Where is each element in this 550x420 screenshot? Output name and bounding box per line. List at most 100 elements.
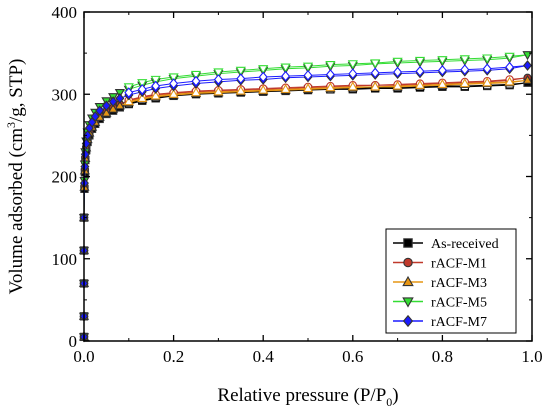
y-tick-label: 300 — [52, 85, 78, 104]
legend-label: rACF-M1 — [431, 257, 487, 272]
desorption-point — [213, 68, 224, 78]
desorption-point — [258, 71, 268, 83]
desorption-point — [392, 80, 403, 90]
desorption-point — [370, 59, 381, 69]
adsorption-point — [114, 100, 125, 110]
legend-entry: rACF-M7 — [393, 314, 487, 330]
data-marks-layer — [78, 51, 533, 343]
desorption-point — [124, 87, 134, 98]
desorption-point — [302, 83, 314, 93]
legend-marker — [402, 314, 414, 328]
legend-entry: rACF-M3 — [393, 275, 487, 291]
series-rACF-M7 — [79, 60, 533, 343]
y-axis-label-superscript: 3 — [4, 122, 18, 128]
x-tick-label: 0.0 — [73, 347, 94, 366]
desorption-point — [460, 64, 470, 75]
adsorption-point — [101, 100, 111, 112]
x-tick-label: 0.8 — [432, 347, 453, 366]
desorption-point — [235, 66, 246, 76]
adsorption-point — [522, 74, 533, 84]
x-tick-label: 0.2 — [163, 347, 184, 366]
desorption-point — [325, 69, 335, 80]
desorption-point — [505, 61, 515, 73]
desorption-point — [258, 84, 269, 94]
x-tick-label: 0.4 — [253, 347, 275, 366]
desorption-point — [258, 65, 269, 75]
desorption-point — [414, 79, 426, 89]
desorption-point — [393, 66, 403, 78]
desorption-point — [123, 96, 134, 106]
adsorption-point — [523, 60, 533, 71]
desorption-point — [137, 79, 148, 89]
legend-marker — [402, 275, 414, 287]
legend-entry: rACF-M5 — [393, 296, 487, 311]
adsorption-point — [108, 96, 118, 108]
x-axis-label: Relative pressure (P/P0) — [217, 385, 398, 409]
adsorption-point — [108, 103, 119, 113]
y-axis-label: Volume adsorbed (cm3/g, STP) — [4, 59, 27, 295]
y-tick-label: 200 — [52, 168, 78, 187]
legend-label: As-received — [431, 237, 499, 252]
legend-entry: rACF-M1 — [393, 257, 487, 272]
desorption-point — [281, 70, 291, 82]
legend-label: rACF-M5 — [431, 296, 487, 311]
desorption-point — [370, 67, 380, 79]
y-tick-label: 0 — [69, 332, 78, 351]
legend-marker — [403, 238, 413, 248]
series-desorption-line — [128, 79, 528, 103]
desorption-point — [150, 75, 161, 85]
y-axis-label-end: /g, STP) — [6, 59, 27, 122]
legend-entry: As-received — [393, 237, 499, 252]
desorption-point — [459, 78, 470, 88]
adsorption-point — [95, 105, 105, 117]
desorption-point — [392, 57, 403, 67]
legend-entries: As-received rACF-M1 rACF-M3 rACF-M5 rACF-M7 — [393, 237, 499, 330]
desorption-point — [236, 73, 246, 84]
desorption-point — [303, 69, 313, 81]
desorption-point — [347, 60, 358, 70]
adsorption-point — [90, 111, 100, 122]
legend-marker — [402, 297, 414, 308]
desorption-point — [137, 83, 147, 95]
x-tick-label: 0.6 — [342, 347, 363, 366]
desorption-point — [280, 63, 291, 73]
desorption-point — [190, 70, 202, 80]
y-tick-label: 100 — [52, 250, 78, 269]
desorption-point — [302, 62, 314, 72]
desorption-point — [370, 81, 381, 91]
desorption-point — [137, 92, 148, 102]
desorption-point — [482, 63, 492, 75]
x-tick-label: 1.0 — [521, 347, 542, 366]
desorption-point — [437, 65, 447, 76]
series-rACF-M3 — [78, 74, 533, 341]
desorption-point — [213, 86, 224, 96]
desorption-point — [151, 80, 161, 92]
desorption-point — [437, 56, 448, 66]
desorption-point — [504, 52, 515, 62]
x-axis-label-main: Relative pressure (P/P — [217, 385, 386, 406]
axis-ticks-layer: 0.0 0.2 0.4 0.6 0.8 1.0 0 100 200 300 400 — [52, 3, 543, 366]
adsorption-point — [80, 161, 90, 172]
desorption-point — [504, 76, 515, 86]
desorption-point — [213, 74, 223, 85]
desorption-point — [168, 88, 179, 98]
desorption-point — [482, 54, 493, 64]
desorption-point — [325, 82, 336, 92]
legend-label: rACF-M3 — [431, 276, 487, 291]
desorption-point — [414, 56, 426, 66]
adsorption-point — [115, 93, 125, 104]
y-axis-label-main: Volume adsorbed (cm — [6, 128, 27, 295]
desorption-point — [190, 87, 202, 97]
desorption-point — [325, 61, 336, 71]
desorption-point — [235, 85, 246, 95]
desorption-point — [415, 65, 425, 77]
desorption-point — [482, 77, 493, 87]
y-tick-label: 400 — [52, 3, 78, 22]
desorption-point — [347, 81, 358, 91]
desorption-point — [348, 68, 358, 80]
desorption-point — [169, 78, 179, 89]
legend-marker — [403, 257, 413, 268]
desorption-point — [280, 83, 291, 93]
desorption-point — [437, 78, 448, 88]
